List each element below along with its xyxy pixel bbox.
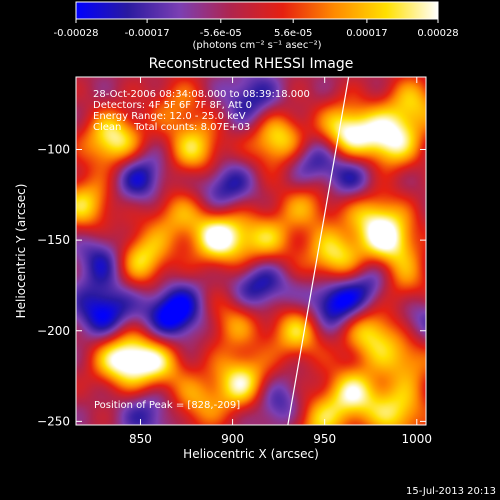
x-tick-label: 1000 [402,432,433,446]
colorbar [75,1,439,20]
y-tick-label: −150 [37,233,70,247]
heatmap-image [76,77,426,425]
y-tick-label: −250 [37,414,70,428]
annotation-energy-range: Energy Range: 12.0 - 25.0 keV [93,111,246,122]
y-axis-label: Heliocentric Y (arcsec) [14,184,28,319]
annotation-detectors: Detectors: 4F 5F 6F 7F 8F, Att 0 [93,100,252,111]
colorbar-tick-label: 5.6e-05 [274,28,312,39]
chart-title: Reconstructed RHESSI Image [149,56,354,72]
colorbar-unit-label: (photons cm⁻² s⁻¹ asec⁻²) [192,40,321,51]
colorbar-tick-label: 0.00017 [346,28,387,39]
footer-timestamp: 15-Jul-2013 20:13 [406,486,496,497]
colorbar-tick-label: -0.00028 [54,28,99,39]
y-tick-label: −100 [37,143,70,157]
solar-limb-line [287,77,350,425]
x-tick-label: 850 [129,432,152,446]
x-tick-label: 900 [221,432,244,446]
x-axis-label: Heliocentric X (arcsec) [183,447,319,461]
colorbar-tick-label: -5.6e-05 [200,28,242,39]
axis-ticks: 850 900 950 1000 −100 −150 −200 −250 [37,77,432,446]
annotation-clean-counts: Clean Total counts: 8.07E+03 [93,122,250,133]
colorbar-ticks: -0.00028 -0.00017 -5.6e-05 5.6e-05 0.00017 0.… [54,19,459,39]
colorbar-tick-label: -0.00017 [125,28,170,39]
colorbar-tick-label: 0.00028 [417,28,458,39]
x-tick-label: 950 [313,432,336,446]
plot-frame [75,76,427,426]
y-tick-label: −200 [37,324,70,338]
annotation-time-range: 28-Oct-2006 08:34:08.000 to 08:39:18.000 [93,89,310,100]
peak-position-label: Position of Peak = [828,-209] [94,400,240,411]
